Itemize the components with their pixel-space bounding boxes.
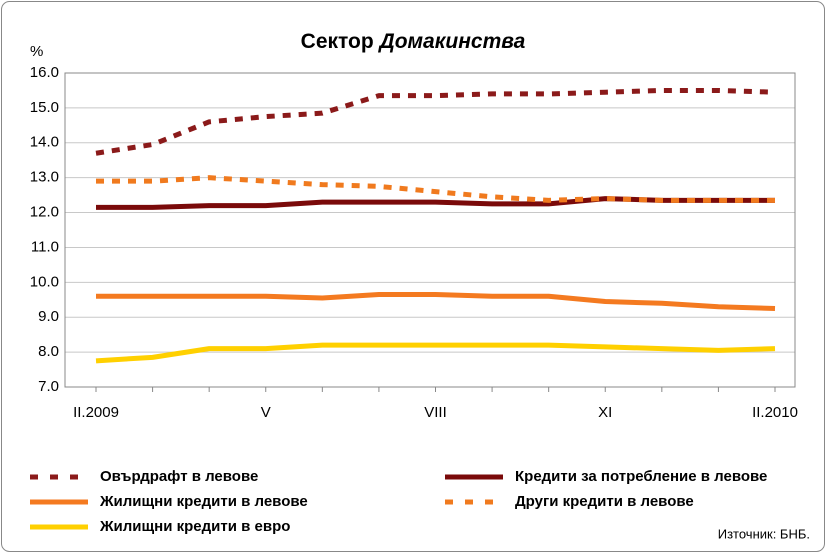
x-tick-label: II.2009	[73, 404, 119, 421]
y-tick-label: 7.0	[38, 378, 59, 395]
series-line	[95, 342, 776, 364]
x-tick-label: VIII	[424, 404, 447, 421]
y-tick-label: 15.0	[30, 99, 59, 116]
x-tick-label: V	[261, 404, 271, 421]
title-main: Сектор	[301, 30, 374, 53]
y-axis-label: %	[30, 43, 43, 60]
legend-label: Жилищни кредити в левове	[99, 493, 308, 510]
legend-label: Жилищни кредити в евро	[99, 518, 290, 535]
y-tick-label: 16.0	[30, 64, 59, 81]
source: Източник: БНБ.	[718, 526, 810, 541]
plot-border	[64, 72, 796, 388]
x-tick-label: II.2010	[752, 404, 798, 421]
y-tick-label: 13.0	[30, 169, 59, 186]
series-line	[95, 87, 776, 156]
y-tick-label: 8.0	[38, 343, 59, 360]
chart-title: Сектор Домакинства	[301, 30, 526, 53]
series-line	[96, 175, 775, 203]
legend-label: Други кредити в левове	[515, 493, 694, 510]
legend-label: Кредити за потребление в левове	[515, 468, 767, 485]
y-tick-label: 10.0	[30, 273, 59, 290]
y-tick-label: 14.0	[30, 134, 59, 151]
series-line	[96, 292, 776, 311]
y-tick-label: 12.0	[30, 204, 59, 221]
y-tick-label: 9.0	[38, 308, 59, 325]
title-italic: Домакинства	[378, 30, 526, 53]
legend-label: Овърдрафт в левове	[100, 468, 258, 485]
y-tick-label: 11.0	[31, 238, 59, 255]
x-tick-label: XI	[598, 404, 612, 421]
